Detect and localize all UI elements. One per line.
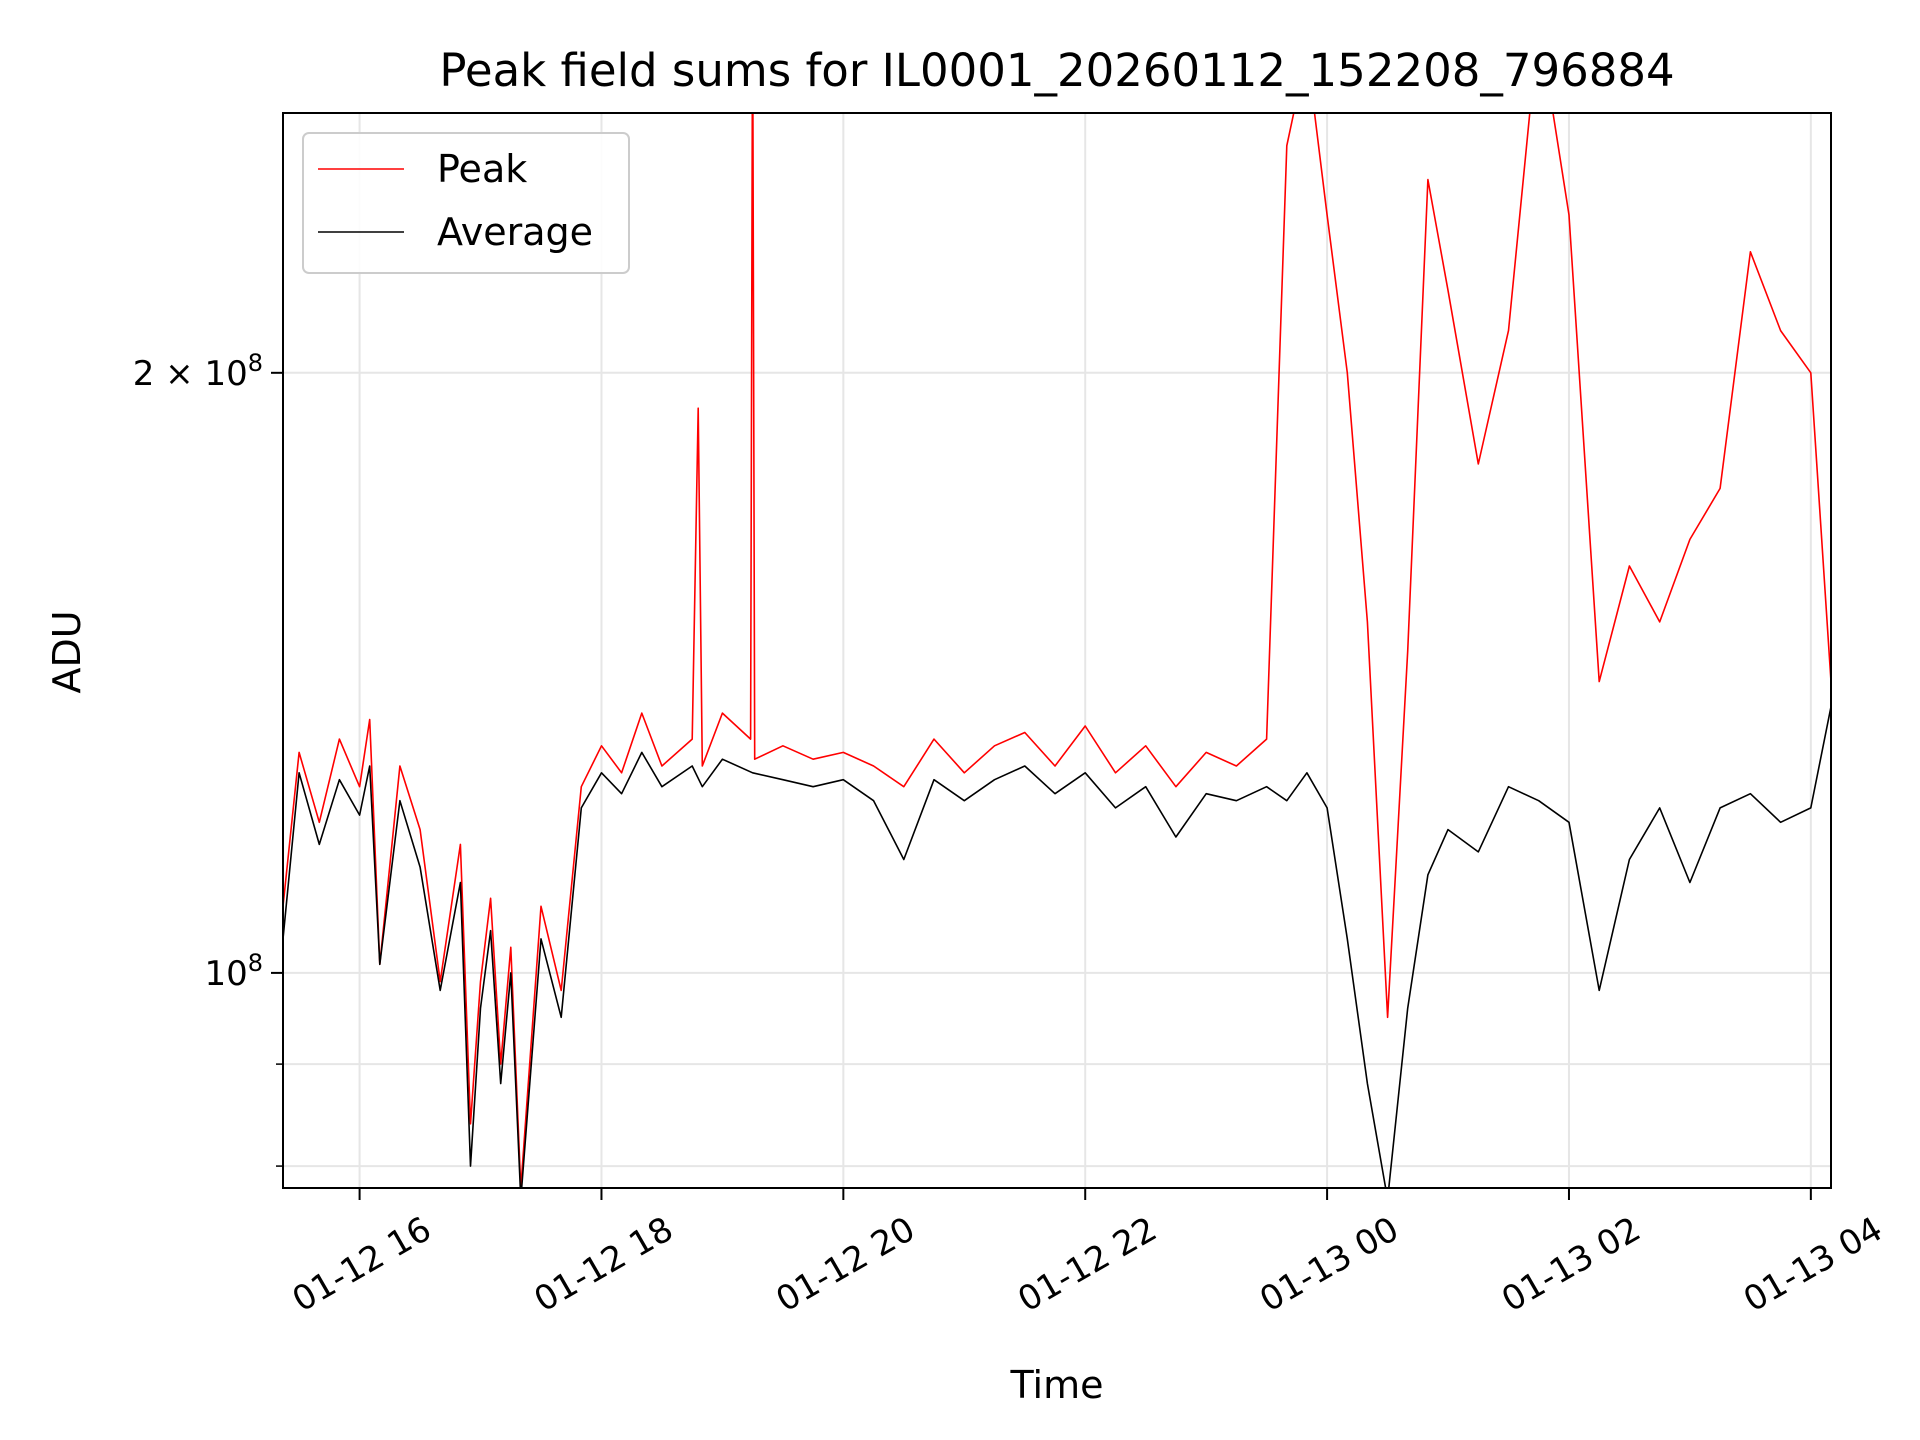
y-tick-label: 108 (204, 949, 263, 994)
series-layer (283, 113, 1831, 1188)
series-line-peak (283, 113, 1831, 1188)
legend-label-average: Average (437, 210, 593, 254)
y-tick-label: 2 × 108 (133, 349, 263, 394)
series-line-average (283, 706, 1831, 1188)
x-tick-label: 01-12 16 (286, 1209, 438, 1320)
x-tick-label: 01-12 22 (1011, 1209, 1163, 1320)
x-tick-label: 01-13 00 (1253, 1209, 1405, 1320)
x-tick-label: 01-13 04 (1737, 1209, 1889, 1320)
x-tick-label: 01-12 18 (528, 1209, 680, 1320)
chart-title: Peak field sums for IL0001_20260112_1522… (439, 44, 1674, 97)
y-axis-label: ADU (45, 610, 89, 693)
legend-label-peak: Peak (437, 147, 527, 191)
x-axis-label: Time (1010, 1363, 1104, 1407)
legend-box (302, 132, 630, 274)
plot-frame (282, 112, 1832, 1189)
grid (283, 113, 1831, 1188)
legend: Peak Average (302, 132, 630, 274)
x-tick-label: 01-12 20 (769, 1209, 921, 1320)
x-tick-label: 01-13 02 (1495, 1209, 1647, 1320)
